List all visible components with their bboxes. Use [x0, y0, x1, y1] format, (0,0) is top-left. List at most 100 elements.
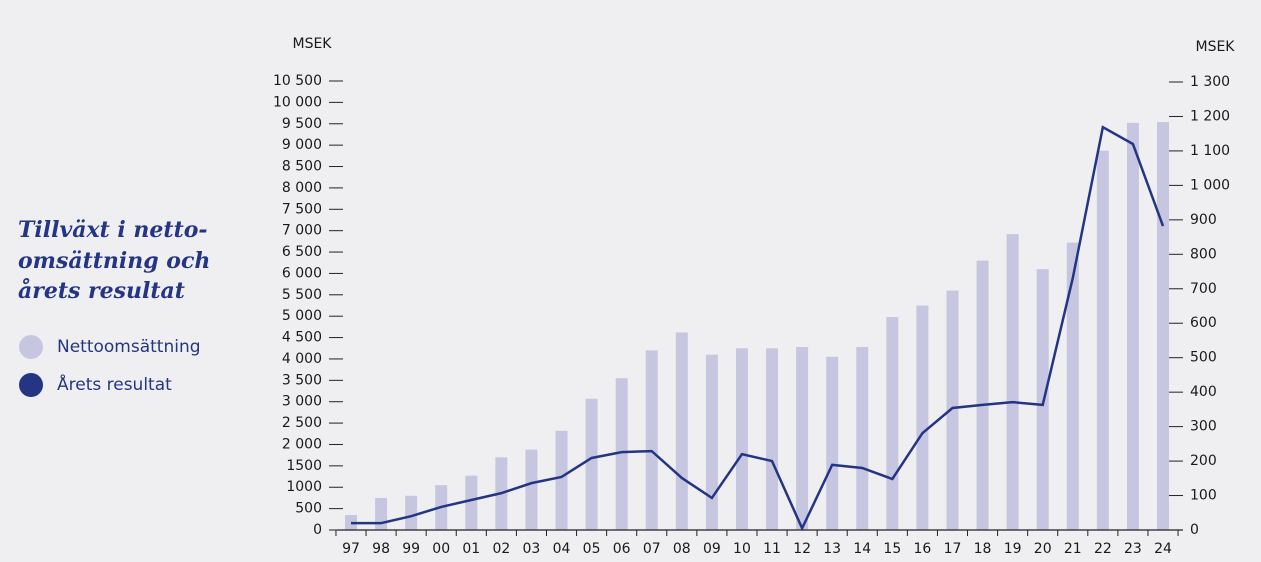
bar: [1126, 122, 1139, 530]
y-tick-label: 2 500: [282, 415, 322, 431]
y-tick-label: 6 000: [282, 265, 322, 281]
x-tick-label: 03: [523, 541, 541, 557]
x-tick-label: 24: [1154, 541, 1172, 557]
bar: [826, 356, 839, 530]
x-tick-label: 97: [342, 541, 360, 557]
y-axis-label: MSEK: [293, 36, 333, 52]
x-tick-label: 05: [583, 541, 601, 557]
y2-tick-label: 1 300: [1190, 74, 1230, 90]
y2-axis-label: MSEK: [1196, 39, 1236, 55]
x-tick-label: 06: [613, 541, 631, 557]
bar: [796, 346, 809, 530]
bar: [1066, 242, 1079, 530]
bar: [705, 354, 718, 530]
x-tick-label: 07: [643, 541, 661, 557]
bar: [675, 332, 688, 530]
y2-tick-label: 100: [1190, 488, 1217, 504]
bar: [735, 348, 748, 530]
bar: [1096, 150, 1109, 530]
y-tick-label: 10 000: [273, 94, 322, 110]
line: [351, 125, 1165, 532]
x-tick-label: 15: [883, 541, 901, 557]
bar: [615, 378, 628, 530]
x-tick-label: 10: [733, 541, 751, 557]
bar: [946, 290, 959, 530]
legend-label: Årets resultat: [57, 373, 172, 395]
y2-tick-label: 500: [1190, 350, 1217, 366]
x-tick-label: 11: [763, 541, 781, 557]
bar: [1157, 122, 1169, 531]
bar: [976, 260, 989, 530]
y-tick-label: 7 500: [282, 201, 322, 217]
y-tick-label: 8 500: [282, 159, 322, 175]
legend-swatch: [19, 373, 43, 397]
legend-label: Nettoomsättning: [57, 337, 201, 357]
x-tick-label: 08: [673, 541, 691, 557]
y-tick-label: 3 000: [282, 394, 322, 410]
y-tick-label: 9 500: [282, 116, 322, 132]
x-tick-label: 09: [703, 541, 721, 557]
y-tick-label: 7 000: [282, 223, 322, 239]
bar: [916, 305, 929, 530]
y-tick-label: 3 500: [282, 372, 322, 388]
y2-tick-label: 400: [1190, 384, 1217, 400]
x-tick-label: 13: [823, 541, 841, 557]
bar: [766, 348, 779, 530]
bar: [405, 495, 418, 530]
y-tick-label: 8 000: [282, 180, 322, 196]
bar: [856, 346, 869, 530]
y-tick-label: 2 000: [282, 436, 322, 452]
y2-tick-label: 900: [1190, 212, 1217, 228]
x-tick-label: 16: [913, 541, 931, 557]
x-tick-label: 21: [1064, 541, 1082, 557]
bar: [645, 350, 658, 530]
x-tick-label: 99: [402, 541, 420, 557]
y2-tick-label: 1 100: [1190, 143, 1230, 159]
bar: [886, 317, 899, 530]
y2-tick-label: 600: [1190, 315, 1217, 331]
bar: [555, 430, 568, 530]
y-tick-label: 500: [295, 501, 322, 517]
y-tick-label: 1500: [286, 458, 322, 474]
y-tick-label: 6 500: [282, 244, 322, 260]
x-tick-label: 20: [1034, 541, 1052, 557]
x-tick-label: 22: [1094, 541, 1112, 557]
y2-tick-label: 0: [1190, 522, 1199, 538]
chart-title: årets resultat: [18, 278, 185, 304]
bar: [465, 475, 478, 530]
y-tick-label: 1000: [286, 479, 322, 495]
y2-tick-label: 800: [1190, 246, 1217, 262]
x-tick-label: 04: [553, 541, 571, 557]
x-tick-label: 18: [974, 541, 992, 557]
y-tick-label: 5 000: [282, 308, 322, 324]
y-tick-label: 0: [313, 522, 322, 538]
bar: [585, 398, 598, 530]
bar: [1006, 234, 1019, 530]
x-tick-label: 98: [372, 541, 390, 557]
y2-tick-label: 200: [1190, 453, 1217, 469]
y2-tick-label: 1 000: [1190, 177, 1230, 193]
y2-tick-label: 1 200: [1190, 108, 1230, 124]
x-tick-label: 12: [793, 541, 811, 557]
y-tick-label: 9 000: [282, 137, 322, 153]
x-tick-label: 01: [462, 541, 480, 557]
x-tick-label: 02: [492, 541, 510, 557]
y-tick-label: 5 500: [282, 287, 322, 303]
legend-swatch: [19, 335, 43, 359]
chart-title: omsättning och: [18, 248, 210, 274]
y2-tick-label: 300: [1190, 419, 1217, 435]
y-tick-label: 4 000: [282, 351, 322, 367]
bar: [375, 497, 388, 530]
x-tick-label: 17: [944, 541, 962, 557]
x-tick-label: 14: [853, 541, 871, 557]
x-tick-label: 19: [1004, 541, 1022, 557]
y2-tick-label: 700: [1190, 281, 1217, 297]
chart-title: Tillväxt i netto-: [18, 217, 208, 243]
x-tick-label: 00: [432, 541, 450, 557]
bar: [525, 449, 538, 530]
x-tick-label: 23: [1124, 541, 1142, 557]
y-tick-label: 10 500: [273, 73, 322, 89]
y-tick-label: 4 500: [282, 330, 322, 346]
